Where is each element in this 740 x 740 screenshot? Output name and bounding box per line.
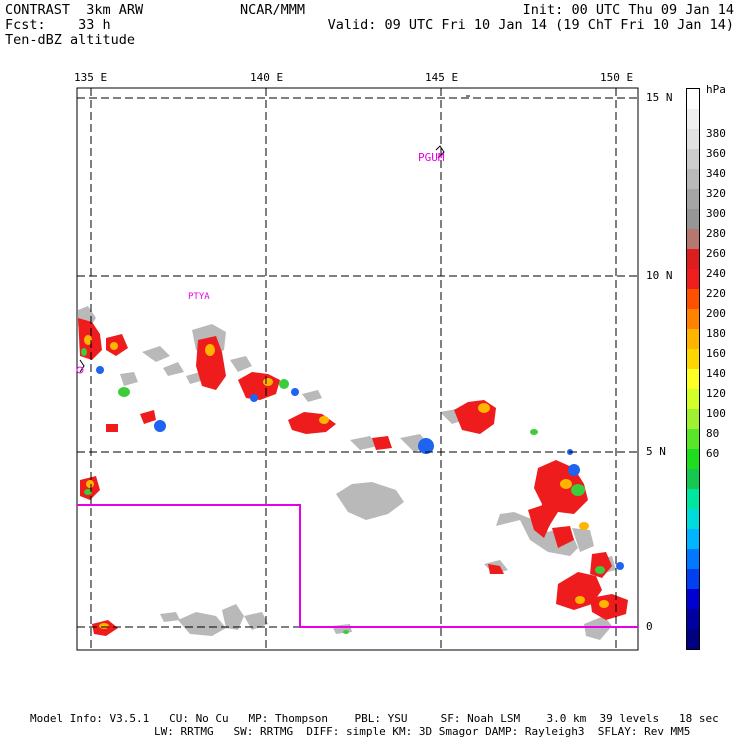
- colorbar-swatch: [687, 569, 699, 589]
- colorbar-swatch: [687, 389, 699, 409]
- lat-label: 10 N: [646, 269, 673, 282]
- map-frame: [76, 87, 639, 651]
- colorbar-swatch: [687, 629, 699, 649]
- station-label-pgum: PGUM: [418, 151, 445, 164]
- header-forecast: Fcst: 33 h: [5, 17, 111, 33]
- colorbar-tick-label: 380: [706, 127, 726, 140]
- header-title: CONTRAST 3km ARW: [5, 2, 144, 18]
- colorbar-swatch: [687, 109, 699, 129]
- red-echo-areas: [78, 318, 628, 636]
- colorbar-swatch: [687, 169, 699, 189]
- lat-label: 5 N: [646, 445, 666, 458]
- colorbar-swatch: [687, 129, 699, 149]
- colorbar-swatch: [687, 349, 699, 369]
- footer-model-info: Model Info: V3.5.1 CU: No Cu MP: Thompso…: [30, 712, 719, 725]
- colorbar-tick-label: 300: [706, 207, 726, 220]
- lon-label: 135 E: [74, 71, 108, 84]
- colorbar-tick-label: 260: [706, 247, 726, 260]
- colorbar-tick-label: 280: [706, 227, 726, 240]
- lon-label: 140 E: [250, 71, 284, 84]
- colorbar-swatch: [687, 89, 699, 109]
- lat-label: 0: [646, 620, 653, 633]
- lon-label: 150 E: [600, 71, 634, 84]
- blue-echo-areas: [96, 366, 624, 570]
- colorbar-swatch: [687, 309, 699, 329]
- colorbar-tick-label: 100: [706, 407, 726, 420]
- colorbar-swatch: [687, 529, 699, 549]
- lon-label: 145 E: [425, 71, 459, 84]
- header-center: NCAR/MMM: [240, 2, 306, 18]
- colorbar-tick-label: 140: [706, 367, 726, 380]
- colorbar-swatch: [687, 609, 699, 629]
- header-field-name: Ten-dBZ altitude: [5, 32, 136, 48]
- station-markers: [76, 366, 84, 374]
- header-valid: Valid: 09 UTC Fri 10 Jan 14 (19 ChT Fri …: [327, 17, 734, 33]
- colorbar-swatch: [687, 409, 699, 429]
- colorbar-tick-label: 360: [706, 147, 726, 160]
- green-echo-areas: [81, 348, 605, 634]
- colorbar-swatch: [687, 329, 699, 349]
- colorbar-tick-label: 220: [706, 287, 726, 300]
- colorbar-swatch: [687, 149, 699, 169]
- header-init: Init: 00 UTC Thu 09 Jan 14: [522, 2, 734, 18]
- colorbar-swatch: [687, 589, 699, 609]
- colorbar-swatch: [687, 489, 699, 509]
- colorbar-tick-label: 60: [706, 447, 720, 460]
- colorbar-swatch: [687, 229, 699, 249]
- station-label-ptya: PTYA: [188, 292, 210, 302]
- orange-echo-areas: [84, 335, 609, 629]
- colorbar-tick-label: 80: [706, 427, 720, 440]
- colorbar-tick-label: 160: [706, 347, 726, 360]
- colorbar-tick-label: 120: [706, 387, 726, 400]
- lat-label: 15 N: [646, 91, 673, 104]
- colorbar: [686, 88, 700, 650]
- domain-boundary: [77, 504, 638, 628]
- colorbar-swatch: [687, 449, 699, 469]
- lat-lon-grid: [77, 88, 638, 650]
- colorbar-tick-label: 180: [706, 327, 726, 340]
- footer-physics-info: LW: RRTMG SW: RRTMG DIFF: simple KM: 3D …: [154, 725, 691, 738]
- island-outlines: [79, 95, 470, 373]
- colorbar-swatch: [687, 469, 699, 489]
- colorbar-swatch: [687, 269, 699, 289]
- colorbar-unit: hPa: [706, 83, 726, 96]
- colorbar-swatch: [687, 549, 699, 569]
- colorbar-swatch: [687, 429, 699, 449]
- colorbar-tick-label: 200: [706, 307, 726, 320]
- gray-echo-areas: [78, 306, 616, 640]
- colorbar-tick-label: 340: [706, 167, 726, 180]
- colorbar-tick-label: 240: [706, 267, 726, 280]
- colorbar-swatch: [687, 249, 699, 269]
- colorbar-swatch: [687, 209, 699, 229]
- colorbar-tick-label: 320: [706, 187, 726, 200]
- colorbar-swatch: [687, 189, 699, 209]
- colorbar-swatch: [687, 509, 699, 529]
- colorbar-swatch: [687, 289, 699, 309]
- colorbar-swatch: [687, 369, 699, 389]
